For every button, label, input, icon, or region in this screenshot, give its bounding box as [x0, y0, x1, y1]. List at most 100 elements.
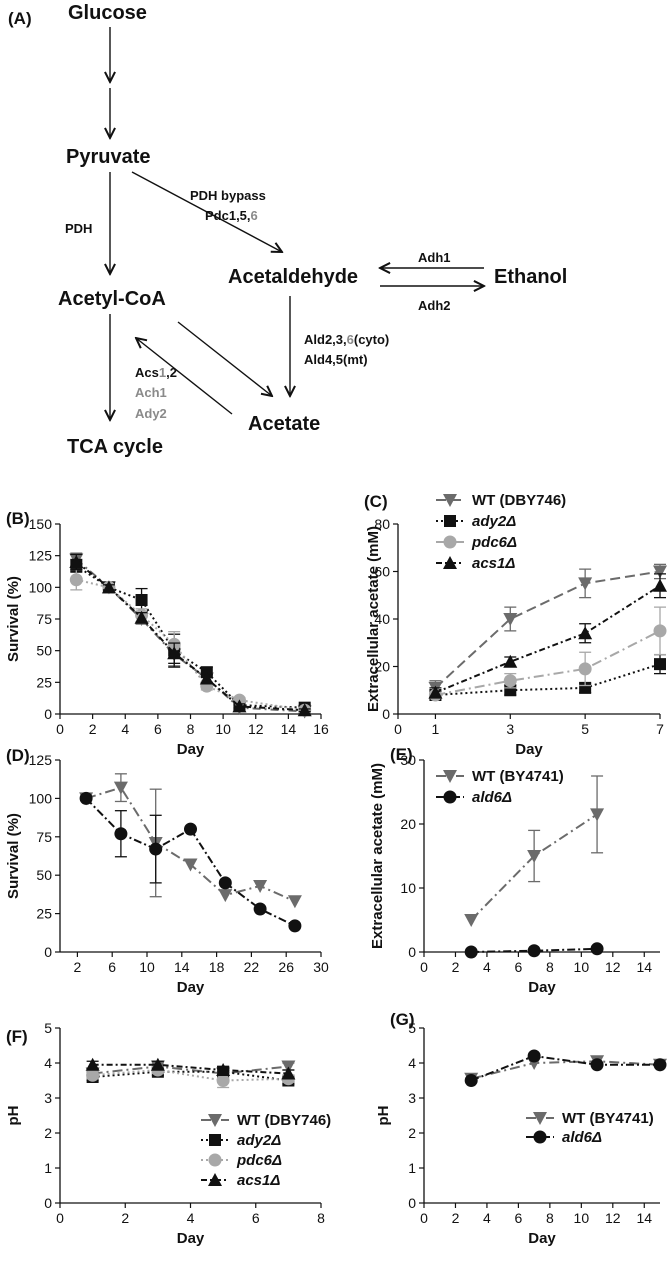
- x-axis-label: Day: [528, 1230, 556, 1247]
- series-line: [92, 1065, 289, 1075]
- y-tick-label: 75: [36, 829, 52, 845]
- data-point: [150, 1057, 165, 1071]
- y-tick-label: 1: [44, 1160, 52, 1176]
- x-tick-label: 6: [154, 721, 162, 737]
- legend-marker: [443, 770, 457, 783]
- y-tick-label: 0: [44, 706, 52, 722]
- x-tick-label: 5: [581, 721, 589, 737]
- data-point: [464, 914, 479, 927]
- x-tick-label: 6: [515, 1210, 523, 1226]
- legend: WT (DBY746) ady2Δ pdc6Δ acs1Δ: [436, 492, 566, 572]
- label-ady2: Ady2: [135, 406, 167, 421]
- y-tick-label: 20: [374, 659, 390, 675]
- data-point: [69, 555, 84, 568]
- pathway-diagram: (A) Glucose Pyruvate Acetyl-CoA Acetalde…: [8, 2, 567, 458]
- node-ethanol: Ethanol: [494, 266, 567, 288]
- data-point: [503, 674, 517, 688]
- y-tick-label: 0: [408, 944, 416, 960]
- y-tick-label: 50: [36, 643, 52, 659]
- legend-marker: [444, 515, 456, 527]
- chart-panel-f: (F) 0 1 2 3 4 5 0 2 4 6 8 Day pH WT (DBY746) ady2Δ pdc6Δ…: [5, 1020, 331, 1247]
- data-point: [653, 1058, 667, 1072]
- chart-panel-e: (E) 0 10 20 30 0 2 4 6 8 10 12 14 Day Extracellular ac…: [369, 745, 660, 996]
- data-point: [253, 879, 268, 893]
- data-point: [101, 580, 116, 594]
- node-acetate: Acetate: [248, 413, 320, 435]
- legend-marker: [443, 556, 457, 569]
- node-acetyl-coa: Acetyl-CoA: [58, 288, 166, 310]
- x-tick-label: 0: [394, 721, 402, 737]
- y-tick-label: 25: [36, 906, 52, 922]
- x-tick-label: 2: [89, 721, 97, 737]
- arrow-acetate-acetylcoa: [136, 338, 233, 415]
- x-axis-label: Day: [177, 741, 205, 758]
- y-tick-label: 30: [400, 752, 416, 768]
- data-point: [578, 626, 593, 640]
- x-tick-label: 10: [574, 1210, 590, 1226]
- label-ald-cyto: Ald2,3,6(cyto): [304, 332, 389, 347]
- legend-label: WT (DBY746): [237, 1112, 331, 1129]
- data-point: [184, 822, 197, 836]
- x-axis-label: Day: [528, 979, 556, 996]
- y-tick-label: 2: [408, 1125, 416, 1141]
- y-tick-label: 20: [400, 816, 416, 832]
- series-ald6: [79, 791, 302, 933]
- x-tick-label: 22: [244, 959, 260, 975]
- y-tick-label: 0: [408, 1195, 416, 1211]
- y-tick-label: 5: [44, 1020, 52, 1036]
- x-tick-label: 2: [74, 959, 82, 975]
- data-point: [167, 646, 182, 660]
- data-point: [464, 1074, 478, 1087]
- series-ady2: [86, 1065, 295, 1087]
- legend-label: ald6Δ: [472, 789, 512, 806]
- y-tick-label: 50: [36, 867, 52, 883]
- arrow-pdh-bypass: [131, 171, 282, 252]
- data-point: [590, 1058, 604, 1072]
- panel-label-a: (A): [8, 9, 32, 28]
- y-tick-label: 0: [44, 944, 52, 960]
- y-tick-label: 5: [408, 1020, 416, 1036]
- data-point: [69, 573, 83, 587]
- x-tick-label: 12: [605, 959, 621, 975]
- legend: WT (BY4741) ald6Δ: [436, 768, 564, 806]
- data-point: [590, 808, 605, 822]
- x-tick-label: 2: [121, 1210, 129, 1226]
- y-tick-label: 100: [29, 579, 53, 595]
- legend-marker: [443, 790, 457, 804]
- y-tick-label: 3: [408, 1090, 416, 1106]
- series-line: [434, 570, 661, 689]
- chart-panel-b: (B) 0 25 50 75 100 125 150 0 2 4 6 8 10 12 14 16 Day Survi…: [5, 509, 329, 758]
- legend-marker: [443, 494, 457, 507]
- series-line: [435, 584, 661, 694]
- y-tick-label: 125: [29, 752, 53, 768]
- data-point: [85, 1057, 100, 1071]
- data-point: [232, 699, 247, 713]
- x-tick-label: 6: [252, 1210, 260, 1226]
- legend-marker: [533, 1112, 547, 1125]
- data-point: [527, 850, 542, 863]
- legend-marker: [443, 535, 457, 549]
- node-glucose: Glucose: [68, 2, 147, 24]
- y-axis-label: pH: [5, 1106, 22, 1126]
- legend: WT (BY4741) ald6Δ: [526, 1110, 654, 1146]
- data-point: [134, 610, 149, 624]
- x-tick-label: 4: [483, 959, 491, 975]
- y-tick-label: 0: [382, 706, 390, 722]
- panel-label: (C): [364, 492, 388, 511]
- x-tick-label: 2: [452, 959, 460, 975]
- data-point: [114, 827, 128, 841]
- panel-label: (F): [6, 1027, 28, 1046]
- x-tick-label: 1: [432, 721, 440, 737]
- series-line: [92, 1070, 289, 1082]
- series-wt: [428, 563, 667, 696]
- data-point: [503, 613, 518, 626]
- series-ald6: [464, 1049, 667, 1087]
- series-line: [76, 578, 305, 712]
- label-adh2: Adh2: [418, 298, 451, 313]
- series-wt: [69, 552, 312, 719]
- data-point: [590, 942, 604, 956]
- data-point: [578, 577, 593, 591]
- legend-label: ady2Δ: [472, 513, 516, 530]
